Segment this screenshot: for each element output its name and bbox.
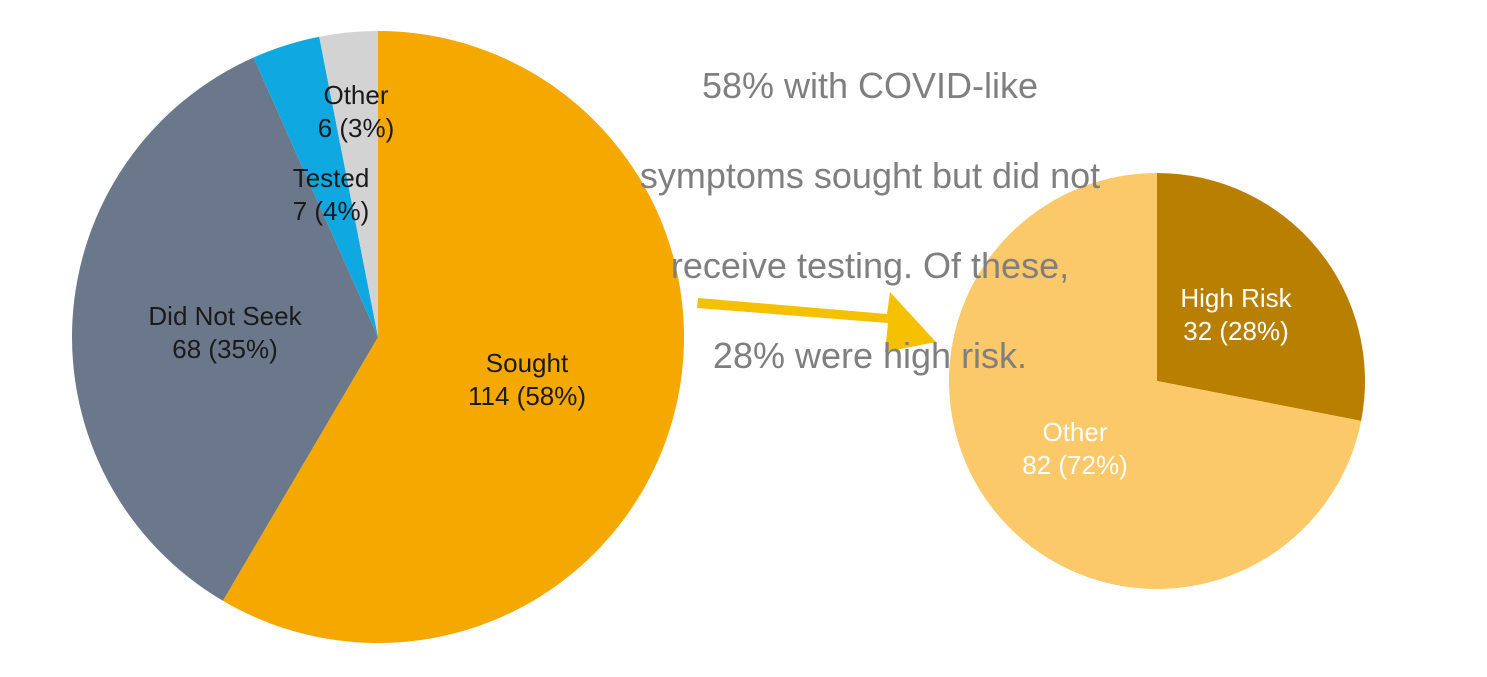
arrow-right-icon [697,292,936,352]
pie-slice-tested [253,36,378,337]
slice-label-name: Sought [486,348,569,378]
slice-label-did-not-seek: Did Not Seek 68 (35%) [148,301,302,364]
slice-label-value: 7 (4%) [293,196,370,226]
pie-main: Sought 114 (58%) Did Not Seek 68 (35%) Teste… [72,31,685,643]
slice-label-value: 114 (58%) [468,381,586,411]
annotation-line: symptoms sought but did not [639,155,1101,196]
pie-sub: High Risk 32 (28%) Other 82 (72%) [948,173,1365,590]
slice-label-name: Did Not Seek [148,301,302,331]
slice-label-value: 6 (3%) [318,113,395,143]
annotation-line: 58% with COVID-like [701,65,1039,106]
pie-slice-high-risk [1157,173,1365,421]
slice-label-other: Other 6 (3%) [318,80,395,143]
slice-label-name: High Risk [1180,283,1292,313]
slice-label-value: 82 (72%) [1022,450,1128,480]
annotation-line: 28% were high risk. [712,335,1028,376]
slice-label-other: Other 82 (72%) [1022,417,1128,480]
slice-label-sought: Sought 114 (58%) [468,348,586,411]
slice-label-value: 68 (35%) [172,334,278,364]
pie-slice-other [319,31,378,337]
pie-slice-other [948,173,1362,590]
slice-label-tested: Tested 7 (4%) [293,163,370,226]
slice-label-value: 32 (28%) [1183,316,1289,346]
slice-label-high-risk: High Risk 32 (28%) [1180,283,1292,346]
pie-slice-sought [222,31,685,643]
annotation-line: receive testing. Of these, [670,245,1070,286]
slice-label-name: Other [1042,417,1107,447]
slice-label-name: Tested [293,163,370,193]
annotation-text: 58% with COVID-like symptoms sought but … [580,18,1160,423]
pie-slice-did-not-seek [72,57,378,601]
slice-label-name: Other [323,80,388,110]
